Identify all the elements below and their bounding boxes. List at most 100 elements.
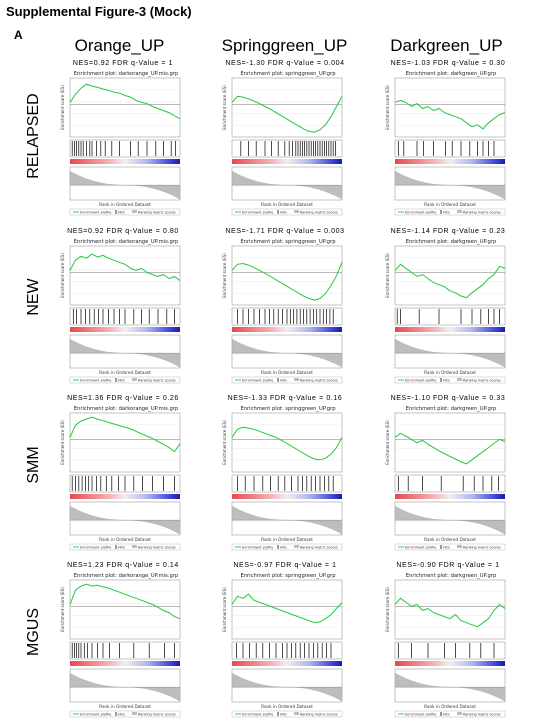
gsea-stat-label: NES=-1.10 FDR q-Value = 0.33	[390, 395, 506, 402]
legend-box	[69, 376, 181, 384]
es-frame	[231, 77, 343, 138]
ranking-gradient-bar	[232, 661, 342, 666]
ranking-gradient-bar	[232, 159, 342, 164]
plot-xlabel: Rank in Ordered Dataset	[99, 370, 151, 375]
es-frame	[231, 412, 343, 473]
ranking-gradient-bar	[232, 494, 342, 499]
figure-title: Supplemental Figure-3 (Mock)	[6, 4, 192, 19]
legend-metric-swatch	[294, 210, 299, 213]
es-frame	[231, 579, 343, 640]
plot-title: Enrichment plot: darkorange_UP.mis.grp	[74, 239, 179, 245]
gsea-plot-svg: Enrichment plot: springgreen_UP.grp Enric…	[222, 573, 343, 718]
legend-box	[69, 208, 181, 216]
gsea-panel-new-springgreen-up: NES=-1.71 FDR q-Value = 0.003 Enrichment …	[222, 228, 348, 390]
gsea-plot-svg: Enrichment plot: darkgreen_UP.grp Enrichm…	[385, 239, 506, 384]
legend-profile-label: Enrichment profile	[405, 379, 436, 383]
es-ylabel: Enrichment score (ES)	[385, 85, 390, 130]
column-header-darkgreen: Darkgreen_UP	[390, 36, 503, 55]
es-ylabel: Enrichment score (ES)	[222, 253, 227, 298]
enrichment-profile-line	[394, 263, 506, 299]
es-ylabel: Enrichment score (ES)	[385, 420, 390, 465]
legend-metric-label: Ranking metric scores	[300, 713, 338, 717]
enrichment-profile-line	[231, 262, 343, 301]
gsea-stat-label: NES=-1.33 FDR q-Value = 0.16	[227, 395, 343, 402]
hits-frame	[231, 474, 343, 493]
legend-metric-swatch	[457, 545, 462, 548]
enrichment-profile-line	[231, 95, 343, 133]
plot-title: Enrichment plot: darkgreen_UP.grp	[406, 406, 497, 412]
es-frame	[394, 245, 506, 306]
gsea-plot-svg: Enrichment plot: darkorange_UP.mis.grp En…	[60, 573, 181, 718]
ranking-gradient-bar	[70, 159, 180, 164]
gsea-panel-new-darkgreen-up: NES=-1.14 FDR q-Value = 0.23 Enrichment p…	[385, 228, 511, 390]
plot-xlabel: Rank in Ordered Dataset	[99, 704, 151, 709]
gsea-plot-svg: Enrichment plot: darkorange_UP.mis.grp En…	[60, 239, 181, 384]
gsea-panel-mgus-springgreen-up: NES=-0.97 FDR q-Value = 1 Enrichment plot…	[222, 562, 348, 724]
plot-xlabel: Rank in Ordered Dataset	[424, 537, 476, 542]
es-frame	[69, 77, 181, 138]
plot-xlabel: Rank in Ordered Dataset	[424, 202, 476, 207]
legend-metric-swatch	[132, 378, 137, 381]
enrichment-profile-line	[231, 426, 343, 461]
plot-xlabel: Rank in Ordered Dataset	[99, 537, 151, 542]
es-frame	[394, 77, 506, 138]
enrichment-profile-line	[69, 416, 181, 453]
legend-hits-label: Hits	[443, 211, 450, 215]
plot-xlabel: Rank in Ordered Dataset	[99, 202, 151, 207]
legend-metric-label: Ranking metric scores	[138, 546, 176, 550]
legend-hits-label: Hits	[443, 546, 450, 550]
gsea-panel-smm-darkgreen-up: NES=-1.10 FDR q-Value = 0.33 Enrichment p…	[385, 395, 511, 557]
ranking-gradient-bar	[232, 327, 342, 332]
column-header-orange: Orange_UP	[74, 36, 165, 55]
legend-profile-label: Enrichment profile	[405, 211, 436, 215]
legend-profile-label: Enrichment profile	[242, 379, 273, 383]
plot-xlabel: Rank in Ordered Dataset	[424, 704, 476, 709]
plot-xlabel: Rank in Ordered Dataset	[424, 370, 476, 375]
legend-metric-swatch	[457, 210, 462, 213]
panel-label: A	[14, 28, 23, 42]
gsea-plot-svg: Enrichment plot: springgreen_UP.grp Enric…	[222, 406, 343, 551]
es-frame	[69, 245, 181, 306]
hits-frame	[394, 307, 506, 326]
legend-metric-label: Ranking metric scores	[300, 211, 338, 215]
es-ylabel: Enrichment score (ES)	[222, 587, 227, 632]
legend-hits-label: Hits	[118, 379, 125, 383]
plot-title: Enrichment plot: springgreen_UP.grp	[240, 406, 336, 412]
gsea-panel-relapsed-springgreen-up: NES=-1.30 FDR q-Value = 0.004 Enrichment …	[222, 60, 348, 222]
legend-metric-label: Ranking metric scores	[138, 713, 176, 717]
legend-profile-label: Enrichment profile	[242, 713, 273, 717]
legend-hits-label: Hits	[118, 546, 125, 550]
ranking-gradient-bar	[395, 661, 505, 666]
legend-hits-label: Hits	[280, 211, 287, 215]
gsea-panel-mgus-darkgreen-up: NES=-0.90 FDR q-Value = 1 Enrichment plot…	[385, 562, 511, 724]
legend-profile-label: Enrichment profile	[80, 546, 111, 550]
legend-box	[231, 710, 343, 718]
legend-metric-swatch	[457, 712, 462, 715]
gsea-plot-svg: Enrichment plot: darkorange_UP.mis.grp En…	[60, 71, 181, 216]
plot-xlabel: Rank in Ordered Dataset	[261, 202, 313, 207]
gsea-plot-svg: Enrichment plot: darkgreen_UP.grp Enrichm…	[385, 406, 506, 551]
hits-frame	[231, 139, 343, 158]
gsea-stat-label: NES=-1.14 FDR q-Value = 0.23	[390, 228, 506, 235]
gsea-panel-relapsed-orange-up: NES=0.92 FDR q-Value = 1 Enrichment plot:…	[60, 60, 186, 222]
gsea-panel-new-orange-up: NES=0.92 FDR q-Value = 0.80 Enrichment pl…	[60, 228, 186, 390]
legend-metric-label: Ranking metric scores	[463, 713, 501, 717]
gsea-panel-mgus-orange-up: NES=1.23 FDR q-Value = 0.14 Enrichment pl…	[60, 562, 186, 724]
plot-xlabel: Rank in Ordered Dataset	[261, 370, 313, 375]
ranking-gradient-bar	[70, 661, 180, 666]
legend-metric-label: Ranking metric scores	[138, 379, 176, 383]
es-ylabel: Enrichment score (ES)	[385, 253, 390, 298]
enrichment-profile-line	[69, 583, 181, 620]
legend-hits-label: Hits	[280, 713, 287, 717]
plot-title: Enrichment plot: springgreen_UP.grp	[240, 573, 336, 579]
gsea-plot-svg: Enrichment plot: springgreen_UP.grp Enric…	[222, 239, 343, 384]
gsea-stat-label: NES=-1.71 FDR q-Value = 0.003	[225, 228, 345, 235]
plot-title: Enrichment plot: darkorange_UP.mis.grp	[74, 573, 179, 579]
legend-box	[394, 208, 506, 216]
legend-metric-swatch	[132, 210, 137, 213]
legend-profile-label: Enrichment profile	[80, 713, 111, 717]
legend-profile-label: Enrichment profile	[242, 211, 273, 215]
gsea-panel-smm-orange-up: NES=1.36 FDR q-Value = 0.26 Enrichment pl…	[60, 395, 186, 557]
plot-title: Enrichment plot: springgreen_UP.grp	[240, 71, 336, 77]
legend-box	[231, 376, 343, 384]
